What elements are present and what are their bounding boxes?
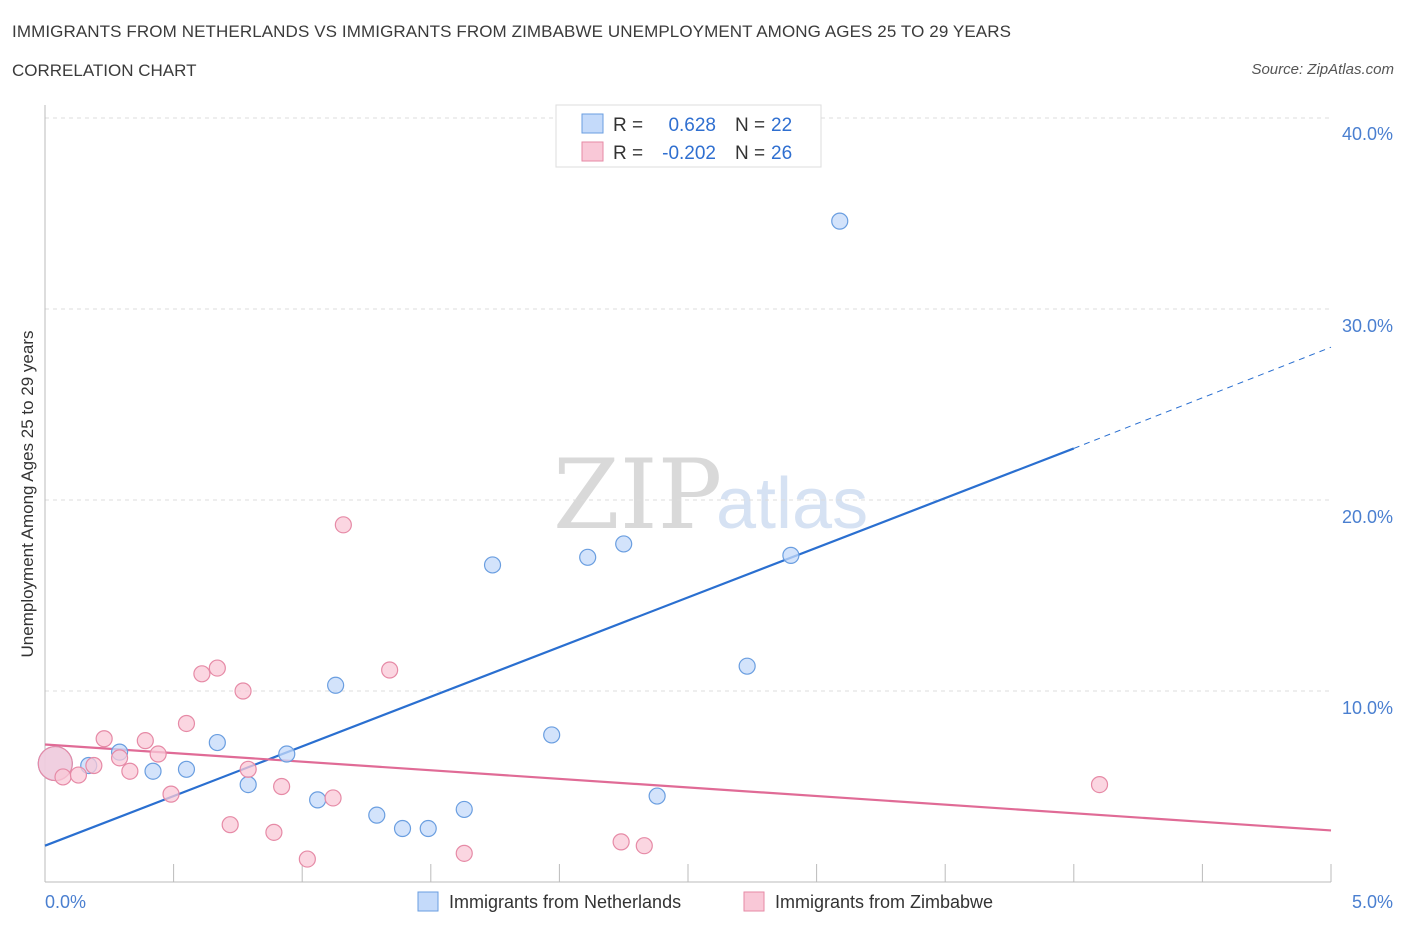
legend-r-label-1: R =	[613, 115, 643, 136]
bottom-legend-label-zimbabwe: Immigrants from Zimbabwe	[775, 892, 993, 912]
point-zimbabwe-9	[162, 785, 180, 803]
chart-title: IMMIGRANTS FROM NETHERLANDS VS IMMIGRANT…	[12, 22, 1012, 41]
point-zimbabwe-17	[273, 777, 291, 796]
point-netherlands-3	[144, 762, 162, 780]
legend-r-value-1: 0.628	[668, 115, 716, 136]
point-zimbabwe-20	[334, 516, 352, 534]
point-zimbabwe-1	[54, 768, 72, 786]
y-tick-label-40: 40.0%	[1342, 124, 1393, 144]
point-zimbabwe-25	[1090, 775, 1109, 794]
point-netherlands-10	[368, 806, 386, 824]
bottom-legend-label-netherlands: Immigrants from Netherlands	[449, 892, 681, 912]
point-zimbabwe-21	[381, 661, 399, 679]
point-netherlands-19	[738, 657, 756, 675]
point-zimbabwe-16	[265, 823, 283, 841]
point-netherlands-20	[782, 546, 800, 564]
point-zimbabwe-14	[234, 682, 252, 700]
point-netherlands-14	[483, 556, 502, 574]
data-points	[37, 212, 1109, 868]
watermark-zip: ZIP	[553, 439, 722, 551]
point-zimbabwe-10	[177, 714, 196, 733]
point-zimbabwe-4	[95, 730, 113, 748]
legend-r-label-2: R =	[613, 143, 643, 164]
point-zimbabwe-11	[193, 665, 211, 683]
point-netherlands-8	[309, 791, 327, 809]
point-zimbabwe-18	[298, 850, 316, 868]
point-zimbabwe-15	[239, 760, 257, 778]
legend-n-value-2: 26	[771, 143, 792, 164]
x-tick-label-min: 0.0%	[45, 892, 86, 912]
y-axis-label: Unemployment Among Ages 25 to 29 years	[18, 331, 37, 658]
y-tick-label-10: 10.0%	[1342, 698, 1393, 718]
bottom-legend-swatch-zimbabwe	[743, 891, 765, 912]
point-netherlands-21	[831, 212, 849, 230]
trend-line-zimbabwe	[44, 743, 1332, 832]
bottom-legend-swatch-netherlands	[417, 891, 439, 912]
x-tick-label-max: 5.0%	[1352, 892, 1393, 912]
point-zimbabwe-2	[69, 766, 88, 784]
point-netherlands-5	[208, 733, 226, 752]
point-netherlands-16	[579, 548, 597, 566]
point-netherlands-4	[177, 760, 196, 778]
x-axis-ticks	[44, 864, 1332, 882]
point-netherlands-6	[239, 775, 257, 794]
point-zimbabwe-6	[121, 762, 139, 780]
series-legend: Immigrants from Netherlands Immigrants f…	[417, 891, 993, 912]
y-tick-label-30: 30.0%	[1342, 316, 1393, 336]
point-netherlands-17	[615, 535, 633, 553]
point-zimbabwe-7	[136, 732, 154, 750]
legend-r-value-2: -0.202	[662, 143, 716, 164]
point-zimbabwe-8	[149, 745, 167, 763]
watermark-atlas: atlas	[716, 464, 868, 544]
point-netherlands-7	[278, 745, 296, 763]
point-netherlands-15	[543, 726, 561, 744]
point-zimbabwe-24	[635, 837, 653, 855]
point-zimbabwe-22	[455, 844, 473, 862]
legend-n-value-1: 22	[771, 115, 792, 136]
trend-lines	[44, 346, 1332, 847]
point-netherlands-12	[419, 819, 437, 838]
point-zimbabwe-5	[110, 749, 129, 767]
point-netherlands-9	[327, 676, 345, 694]
point-zimbabwe-12	[208, 659, 226, 677]
gridlines	[45, 117, 1331, 692]
correlation-legend: R = 0.628 N = 22 R = -0.202 N = 26	[555, 104, 822, 168]
trend-line-netherlands	[44, 447, 1075, 847]
point-zimbabwe-13	[221, 816, 239, 834]
trend-line-extension-netherlands	[1073, 346, 1332, 449]
legend-swatch-netherlands	[581, 113, 604, 134]
legend-n-label-1: N =	[735, 115, 765, 136]
point-netherlands-18	[648, 787, 666, 805]
source-credit: Source: ZipAtlas.com	[1251, 61, 1394, 78]
point-netherlands-11	[393, 819, 412, 838]
legend-n-label-2: N =	[735, 143, 765, 164]
point-zimbabwe-19	[324, 789, 342, 807]
y-tick-label-20: 20.0%	[1342, 507, 1393, 527]
legend-swatch-zimbabwe	[581, 141, 604, 162]
point-netherlands-13	[455, 800, 473, 819]
point-zimbabwe-23	[612, 833, 630, 851]
chart-subtitle: CORRELATION CHART	[12, 61, 197, 80]
point-zimbabwe-3	[85, 756, 103, 775]
